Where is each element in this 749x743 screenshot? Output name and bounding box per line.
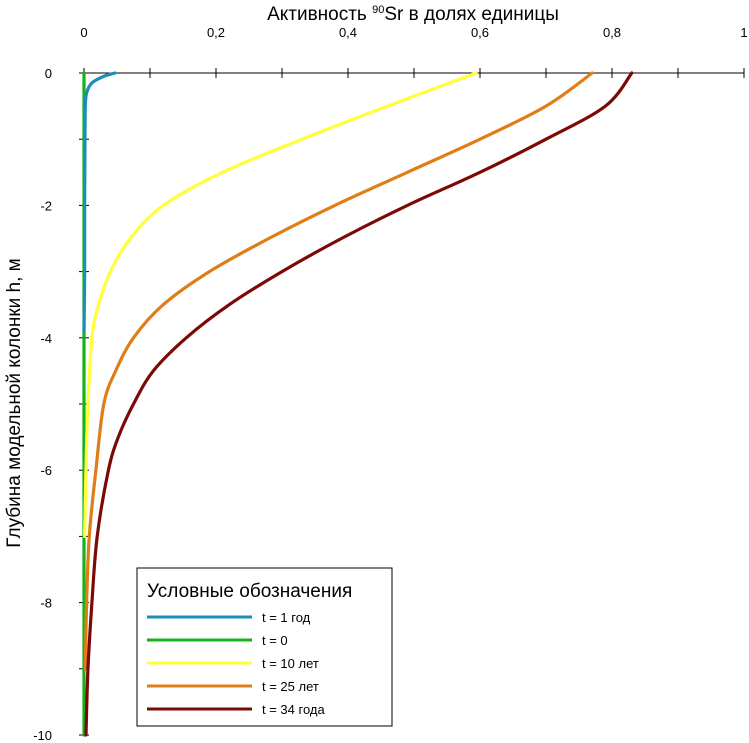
x-axis-title-pre: Активность [267,4,372,25]
x-tick-label: 0,8 [603,25,621,40]
legend-label: t = 25 лет [262,679,319,694]
x-tick-label: 0,6 [471,25,489,40]
x-axis-title: Активность 90Sr в долях единицы [267,4,559,25]
series-line [83,71,478,538]
legend-label: t = 1 год [262,610,311,625]
legend-items: t = 1 год t = 0 t = 10 лет t = 25 лет t = 34… [147,610,325,717]
x-tick-label: 0 [80,25,87,40]
y-tick-label: -2 [40,198,52,213]
series-line [82,71,117,333]
x-tick-label: 0,2 [207,25,225,40]
legend-label: t = 0 [262,633,288,648]
legend-label: t = 34 года [262,702,325,717]
series-line [83,71,594,671]
y-axis-title: Глубина модельной колонки h, м [4,258,25,547]
data-curves [82,71,634,737]
y-tick-label: -10 [33,728,52,743]
x-axis-title-post: Sr в долях единицы [384,4,559,25]
y-tick-label: -8 [40,596,52,611]
series-line [84,71,634,737]
legend-label: t = 10 лет [262,656,319,671]
y-tick-label: 0 [45,66,52,81]
y-tick-label: -6 [40,463,52,478]
legend-box [136,567,393,727]
x-tick-label: 1 [740,25,747,40]
legend-title: Условные обозначения [147,581,352,602]
x-axis-title-sup: 90 [372,4,384,16]
x-tick-label: 0,4 [339,25,357,40]
y-tick-label: -4 [40,331,52,346]
